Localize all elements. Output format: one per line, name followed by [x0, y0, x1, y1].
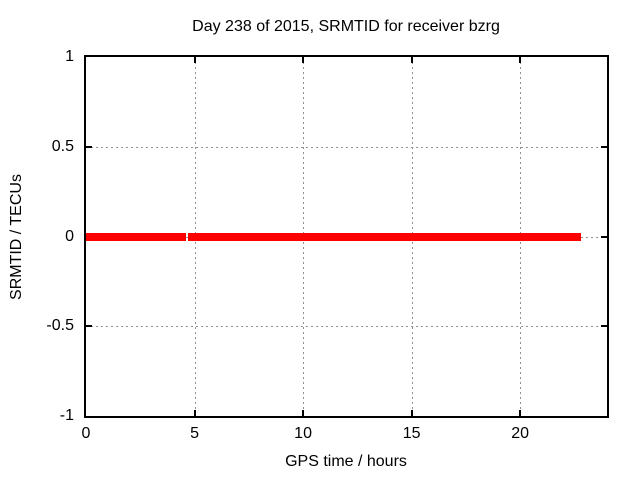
x-tick-label: 0 — [81, 425, 91, 442]
y-tick-label: -0.5 — [46, 317, 74, 335]
x-tick-top — [193, 57, 196, 63]
series-line-segment — [86, 232, 186, 241]
y-tick-label: -1 — [59, 407, 74, 424]
x-tick-label: 20 — [511, 425, 530, 442]
y-tick-label: 0 — [65, 227, 74, 245]
x-tick-bottom — [410, 410, 413, 416]
x-tick-label: 10 — [294, 425, 312, 442]
y-axis-label: SRMTID / TECUs — [8, 174, 25, 300]
x-tick-label: 15 — [402, 425, 421, 442]
x-tick-top — [410, 57, 413, 63]
x-tick-label: 5 — [190, 425, 199, 442]
x-axis-label: GPS time / hours — [285, 453, 407, 470]
chart-title: Day 238 of 2015, SRMTID for receiver bzr… — [192, 18, 500, 35]
plot-area — [84, 55, 609, 418]
x-tick-bottom — [302, 410, 305, 416]
y-gridline — [86, 146, 607, 148]
series-line-segment — [188, 232, 582, 241]
y-tick-right — [601, 325, 607, 328]
x-tick-top — [519, 57, 522, 63]
x-tick-bottom — [519, 410, 522, 416]
y-tick-left — [86, 325, 92, 328]
y-tick-label: 0.5 — [51, 137, 74, 155]
y-tick-label: 1 — [65, 48, 74, 65]
y-tick-left — [86, 145, 92, 148]
y-gridline — [86, 326, 607, 328]
x-tick-top — [302, 57, 305, 63]
y-tick-right — [601, 235, 607, 238]
y-tick-right — [601, 145, 607, 148]
x-tick-bottom — [193, 410, 196, 416]
